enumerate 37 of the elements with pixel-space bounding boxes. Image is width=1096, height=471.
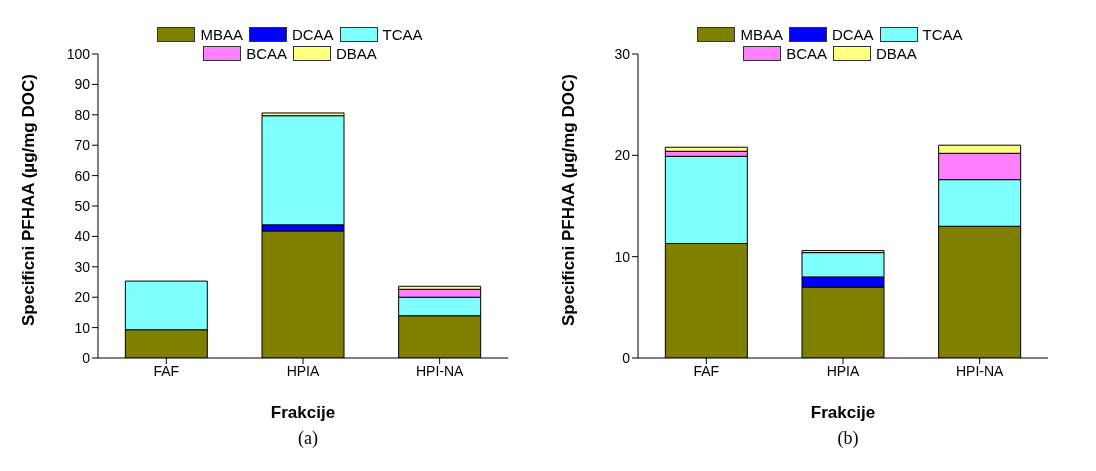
y-axis-title: Specificni PFHAA (µg/mg DOC) <box>559 74 579 326</box>
y-tick-label: 10 <box>74 319 91 336</box>
x-tick-label: HPI-NA <box>415 362 465 379</box>
x-tick-label: FAF <box>153 362 180 379</box>
x-tick-label: HPIA <box>286 362 320 379</box>
y-tick-label: 20 <box>74 289 91 306</box>
text: (a) <box>297 428 319 449</box>
legend-label: BCAA <box>246 45 287 62</box>
y-tick-label: 10 <box>614 248 631 265</box>
y-tick-label: 50 <box>74 197 91 214</box>
y-tick-label: 0 <box>82 349 91 366</box>
legend-label: DBAA <box>876 45 917 62</box>
x-tick-label: FAF <box>693 362 720 379</box>
legend-label: DBAA <box>336 45 377 62</box>
x-axis-title: Frakcije <box>810 403 876 422</box>
y-tick-label: 90 <box>74 76 91 93</box>
x-tick-label: HPIA <box>826 362 860 379</box>
legend-label: TCAA <box>922 26 963 43</box>
legend-label: BCAA <box>786 45 827 62</box>
legend-label: MBAA <box>740 26 783 43</box>
x-tick-label: HPI-NA <box>955 362 1005 379</box>
y-tick-label: 30 <box>614 45 631 62</box>
legend-label: DCAA <box>291 26 334 43</box>
legend-label: MBAA <box>200 26 243 43</box>
y-tick-label: 80 <box>74 106 91 123</box>
x-axis-title: Frakcije <box>270 403 336 422</box>
y-axis-title: Specificni PFHAA (µg/mg DOC) <box>19 74 39 326</box>
y-tick-label: 20 <box>614 147 631 164</box>
legend-label: TCAA <box>382 26 423 43</box>
y-tick-label: 70 <box>74 137 91 154</box>
y-tick-label: 60 <box>74 167 91 184</box>
y-tick-label: 40 <box>74 228 91 245</box>
text: (b) <box>836 428 860 449</box>
legend-label: DCAA <box>831 26 874 43</box>
y-tick-label: 30 <box>74 258 91 275</box>
y-tick-label: 100 <box>66 45 91 62</box>
y-tick-label: 0 <box>622 349 631 366</box>
